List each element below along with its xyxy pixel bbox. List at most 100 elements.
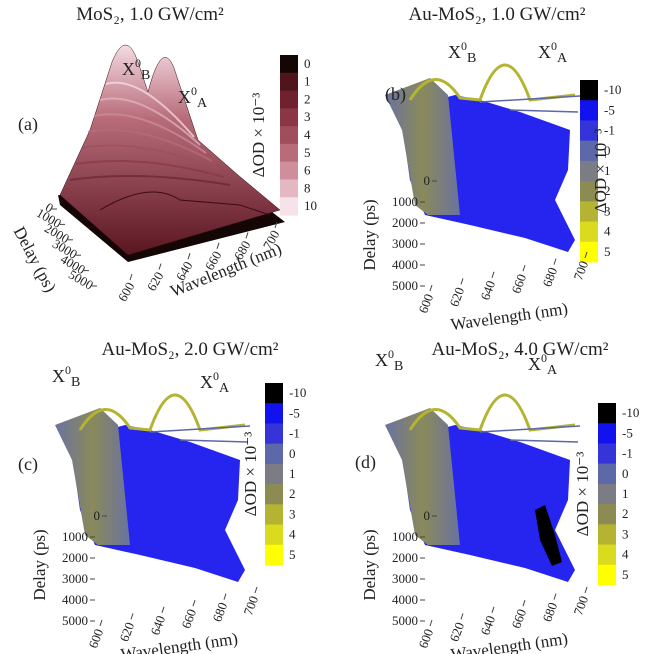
- colorbar-swatch: [265, 403, 283, 424]
- wavelength-tick: [99, 619, 103, 627]
- colorbar-tick-label: 0: [289, 446, 296, 461]
- colorbar-swatch: [280, 143, 298, 163]
- peak-sup: 0: [65, 363, 71, 377]
- colorbar-swatch: [598, 544, 616, 566]
- wavelength-tick: [187, 253, 191, 260]
- wavelength-tick-label: 700: [240, 594, 261, 617]
- wavelength-tick-label: 640: [477, 614, 498, 637]
- surface-contour: [99, 97, 201, 146]
- colorbar-tick-label: 0: [304, 56, 311, 71]
- peak-sub: B: [141, 68, 150, 83]
- colorbar-label: ΔOD × 10⁻³: [591, 129, 610, 214]
- colorbar-tick-label: 1: [604, 163, 611, 178]
- colorbar-swatch: [598, 483, 616, 505]
- colorbar-swatch: [280, 161, 298, 180]
- colorbar-tick-label: 5: [622, 567, 629, 582]
- wavelength-tick: [553, 593, 557, 600]
- panel-title: Au-MoS₂, 4.0 GW/cm²: [432, 339, 609, 360]
- colorbar-tick-label: 2: [304, 91, 311, 106]
- colorbar-swatch: [265, 544, 283, 566]
- peak-base: X: [122, 59, 135, 79]
- peak-label: X0B: [448, 39, 476, 66]
- colorbar-tick-label: 5: [604, 244, 611, 259]
- delay-tick-label: 0: [424, 173, 431, 188]
- delay-axis-label: Delay (ps): [360, 529, 379, 600]
- peak-base: X: [200, 372, 213, 392]
- wavelength-tick: [460, 278, 464, 285]
- colorbar-tick-label: 6: [304, 163, 311, 178]
- delay-tick-label: 3000: [392, 571, 418, 586]
- colorbar-tick-label: -10: [289, 385, 306, 400]
- peak-ridge: [408, 393, 576, 432]
- colorbar-swatch: [265, 383, 283, 404]
- delay-tick-label: 2000: [392, 215, 418, 230]
- peak-label: X0A: [178, 84, 208, 111]
- wavelength-tick: [158, 263, 162, 270]
- colorbar-tick-label: 3: [289, 506, 296, 521]
- colorbar-tick-label: -5: [289, 405, 300, 420]
- colorbar-swatch: [265, 423, 283, 445]
- colorbar-swatch: [265, 504, 283, 526]
- colorbar-swatch: [280, 126, 298, 145]
- colorbar-tick-label: 2: [289, 486, 296, 501]
- colorbar-swatch: [265, 484, 283, 505]
- colorbar-swatch: [598, 524, 616, 546]
- delay-tick-label: 2000: [392, 550, 418, 565]
- colorbar-swatch: [598, 504, 616, 525]
- peak-base: X: [375, 350, 388, 370]
- panel-title: MoS₂, 1.0 GW/cm²: [76, 4, 224, 25]
- wavelength-axis-label: Wavelength (nm): [449, 629, 569, 654]
- peak-sup: 0: [388, 347, 394, 361]
- peak-sup: 0: [191, 84, 197, 98]
- colorbar-tick-label: 1: [304, 74, 311, 89]
- colorbar-tick-label: -10: [604, 82, 621, 97]
- delay-tick-label: 5000: [66, 267, 96, 293]
- peak-sub: B: [71, 375, 80, 390]
- colorbar-swatch: [280, 179, 298, 198]
- peak-ridge: [479, 425, 581, 443]
- colorbar-tick-label: 4: [604, 224, 611, 239]
- colorbar-label: ΔOD × 10⁻³: [241, 432, 260, 517]
- colorbar-tick-label: 5: [304, 145, 311, 160]
- colorbar-tick-label: 2: [604, 183, 611, 198]
- colorbar-tick-label: -1: [289, 426, 300, 441]
- peak-sup: 0: [213, 369, 219, 383]
- peak-label: X0A: [200, 369, 230, 396]
- peak-label: X0B: [375, 347, 403, 374]
- wavelength-tick: [491, 271, 495, 278]
- delay-tick-label: 1000: [392, 194, 418, 209]
- peak-base: X: [538, 42, 551, 62]
- panel: Au-MoS₂, 1.0 GW/cm²(b)X0B X0A-10-5-101234…: [360, 4, 621, 334]
- colorbar-tick-label: -10: [622, 405, 639, 420]
- panel-label: (c): [18, 454, 38, 475]
- wavelength-axis-label: Wavelength (nm): [119, 629, 239, 654]
- panel: Au-MoS₂, 4.0 GW/cm²(d)X0B X0A-10-5-101234…: [355, 339, 639, 654]
- wavelength-tick-label: 700: [570, 594, 591, 617]
- wavelength-tick: [223, 593, 227, 600]
- colorbar-tick-label: 10: [304, 198, 317, 213]
- colorbar-swatch: [280, 72, 298, 92]
- delay-tick-label: 5000: [392, 613, 418, 628]
- wavelength-tick: [216, 242, 220, 249]
- colorbar-tick-label: 0: [622, 466, 629, 481]
- peak-sub: A: [547, 363, 558, 378]
- peak-sub: A: [557, 51, 568, 66]
- colorbar-tick-label: 8: [304, 180, 311, 195]
- colorbar-tick-label: -1: [604, 123, 615, 138]
- delay-tick-label: 5000: [62, 613, 88, 628]
- delay-tick-label: 4000: [392, 257, 418, 272]
- wavelength-tick-label: 660: [508, 607, 529, 630]
- peak-sup: 0: [461, 39, 467, 53]
- colorbar-tick-label: 4: [622, 547, 629, 562]
- delay-tick-label: 1000: [392, 529, 418, 544]
- colorbar-swatch: [280, 55, 298, 74]
- wavelength-tick: [129, 273, 133, 281]
- colorbar-swatch: [580, 241, 598, 263]
- wavelength-tick: [429, 619, 433, 627]
- surface-band: [55, 408, 130, 545]
- colorbar-swatch: [280, 90, 298, 109]
- delay-tick-label: 3000: [62, 571, 88, 586]
- delay-axis-label: Delay (ps): [360, 199, 379, 270]
- wavelength-tick: [522, 600, 526, 607]
